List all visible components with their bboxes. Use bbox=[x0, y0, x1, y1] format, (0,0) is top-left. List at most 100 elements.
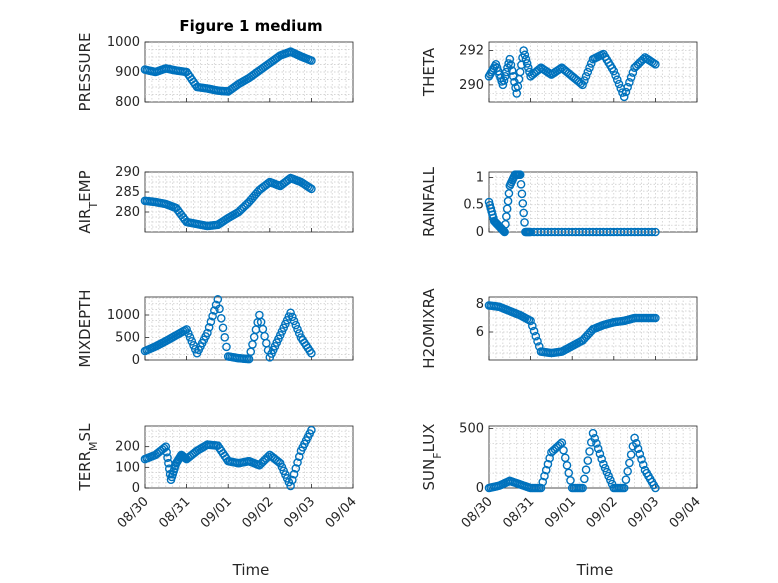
subplot-3: 280 285 290 AIRTEMP bbox=[76, 165, 354, 234]
data-point bbox=[581, 465, 591, 475]
data-point bbox=[520, 218, 529, 227]
x-tick-label: 09/03 bbox=[625, 494, 662, 531]
data-point bbox=[600, 463, 610, 473]
data-point bbox=[623, 82, 632, 92]
data-point bbox=[651, 59, 660, 69]
subplot-2: 290 292 THETA bbox=[420, 41, 698, 103]
x-tick-label: 08/31 bbox=[500, 494, 537, 531]
data-point bbox=[307, 184, 316, 194]
data-point bbox=[580, 474, 589, 484]
x-tick-label: 09/02 bbox=[240, 494, 277, 531]
data-point bbox=[612, 75, 622, 85]
data-point bbox=[294, 452, 304, 461]
x-tick-label: 09/04 bbox=[667, 494, 704, 531]
data-point bbox=[502, 67, 511, 77]
data-point bbox=[289, 469, 299, 479]
y-axis-label: TERRMSL bbox=[76, 423, 100, 492]
y-tick-label: 290 bbox=[459, 78, 484, 93]
data-point bbox=[590, 434, 600, 443]
y-axis-label: MIXDEPTH bbox=[76, 289, 94, 367]
data-point bbox=[523, 63, 533, 73]
data-point bbox=[578, 483, 587, 493]
data-point bbox=[647, 227, 657, 237]
data-point bbox=[619, 483, 629, 493]
data-point bbox=[623, 467, 632, 476]
subplot-7: 0 100 200 08/30 08/31 09/01 09/02 09/03 09/04 TER… bbox=[76, 423, 360, 531]
data-point bbox=[536, 483, 546, 493]
data-point bbox=[293, 458, 302, 467]
data-point bbox=[618, 88, 627, 97]
data-point bbox=[204, 323, 214, 332]
data-point bbox=[289, 316, 299, 326]
data-point bbox=[651, 483, 660, 493]
y-tick-label: 800 bbox=[115, 95, 140, 110]
data-point bbox=[543, 459, 553, 469]
data-point bbox=[632, 438, 641, 448]
data-point bbox=[516, 179, 526, 189]
y-tick-label: 500 bbox=[459, 421, 484, 436]
data-point bbox=[286, 308, 295, 318]
data-point bbox=[307, 348, 316, 358]
data-point bbox=[595, 449, 605, 459]
data-point bbox=[519, 208, 528, 218]
figure-title: Figure 1 medium bbox=[179, 17, 322, 35]
data-point bbox=[593, 444, 603, 453]
data-point bbox=[531, 331, 541, 341]
data-point bbox=[588, 428, 598, 438]
y-tick-label: 0 bbox=[132, 353, 140, 368]
data-point bbox=[505, 54, 515, 64]
data-point bbox=[293, 324, 302, 334]
x-tick-label: 08/31 bbox=[156, 494, 193, 531]
y-tick-label: 0 bbox=[476, 481, 484, 496]
data-point bbox=[507, 66, 517, 75]
data-point bbox=[288, 312, 297, 322]
y-axis-label: AIRTEMP bbox=[76, 170, 100, 233]
data-point bbox=[585, 63, 594, 73]
data-point bbox=[628, 68, 638, 77]
x-tick-label: 08/30 bbox=[115, 494, 152, 531]
data-point bbox=[637, 455, 646, 464]
data-point bbox=[592, 439, 601, 448]
data-point bbox=[222, 342, 231, 352]
data-point bbox=[583, 456, 593, 465]
y-tick-label: 292 bbox=[459, 44, 484, 59]
y-axis-label: H2OMIXRA bbox=[420, 288, 438, 369]
data-point bbox=[585, 447, 594, 456]
data-point bbox=[517, 189, 527, 199]
data-point bbox=[649, 58, 658, 68]
data-point bbox=[625, 458, 634, 468]
data-point bbox=[538, 477, 548, 487]
y-tick-label: 100 bbox=[115, 460, 140, 475]
data-point bbox=[557, 438, 567, 447]
data-point bbox=[597, 454, 606, 464]
data-point bbox=[216, 313, 226, 323]
data-point bbox=[161, 442, 171, 451]
y-tick-label: 1000 bbox=[107, 308, 140, 323]
subplot-6: 6 8 H2OMIXRA bbox=[420, 288, 698, 369]
y-axis-label: PRESSURE bbox=[76, 33, 94, 112]
data-point bbox=[562, 461, 572, 470]
data-point bbox=[555, 64, 565, 74]
data-point bbox=[630, 433, 639, 443]
data-point bbox=[581, 71, 591, 81]
data-point bbox=[578, 80, 587, 90]
data-point bbox=[218, 323, 228, 333]
y-tick-label: 8 bbox=[476, 297, 484, 312]
data-point bbox=[294, 329, 304, 338]
data-point bbox=[651, 227, 660, 237]
data-point bbox=[583, 67, 593, 77]
data-point bbox=[521, 54, 531, 64]
data-point bbox=[184, 329, 193, 338]
y-tick-label: 0 bbox=[476, 225, 484, 240]
subplot-5: 0 500 1000 MIXDEPTH bbox=[76, 289, 354, 368]
y-axis-label: SUNFLUX bbox=[420, 424, 444, 491]
data-point bbox=[203, 328, 212, 338]
data-point bbox=[626, 450, 636, 459]
data-point bbox=[599, 459, 608, 469]
y-axis-label: RAINFALL bbox=[420, 166, 438, 237]
data-point bbox=[220, 333, 230, 342]
data-point bbox=[522, 59, 532, 68]
data-point bbox=[541, 465, 551, 475]
x-tick-label: 09/01 bbox=[198, 494, 235, 531]
x-tick-label: 09/04 bbox=[323, 494, 360, 531]
